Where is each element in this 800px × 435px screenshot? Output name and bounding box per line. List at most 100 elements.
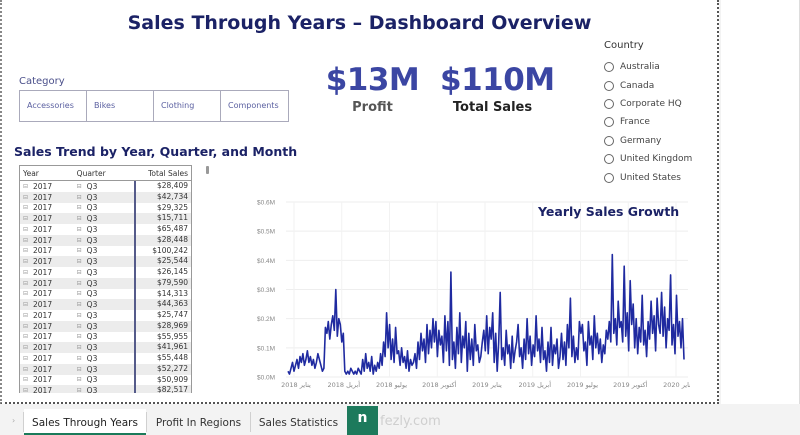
tab-profit-in-regions[interactable]: Profit In Regions	[155, 417, 242, 429]
expand-icon[interactable]: ⊟	[23, 387, 29, 393]
expand-icon[interactable]: ⊟	[23, 204, 29, 212]
expand-icon[interactable]: ⊟	[23, 268, 29, 276]
expand-icon[interactable]: ⊟	[23, 182, 29, 190]
expand-icon[interactable]: ⊟	[76, 236, 82, 244]
column-header-total-sales[interactable]: Total Sales	[148, 168, 188, 178]
expand-icon[interactable]: ⊟	[76, 182, 82, 190]
table-row[interactable]: ⊟ 2017 ⊟ Q3 $25,544	[20, 256, 191, 267]
expand-icon[interactable]: ⊟	[76, 215, 82, 223]
expand-icon[interactable]: ⊟	[76, 387, 82, 393]
radio-button-icon[interactable]	[604, 172, 614, 183]
country-option-france[interactable]: France	[604, 113, 692, 131]
table-row[interactable]: ⊟ 2017 ⊟ Q3 $44,363	[20, 299, 191, 310]
expand-icon[interactable]: ⊟	[23, 376, 29, 384]
radio-button-icon[interactable]	[604, 62, 614, 73]
expand-icon[interactable]: ⊟	[23, 236, 29, 244]
table-row[interactable]: ⊟ 2017 ⊟ Q3 $55,448	[20, 353, 191, 364]
country-option-canada[interactable]: Canada	[604, 76, 692, 94]
year-value: 2017	[33, 375, 53, 385]
expand-icon[interactable]: ⊟	[23, 258, 29, 266]
expand-icon[interactable]: ⊟	[76, 365, 82, 373]
radio-button-icon[interactable]	[604, 154, 614, 165]
expand-icon[interactable]: ⊟	[76, 258, 82, 266]
expand-icon[interactable]: ⊟	[76, 279, 82, 287]
expand-icon[interactable]: ⊟	[76, 268, 82, 276]
expand-icon[interactable]: ⊟	[23, 344, 29, 352]
country-option-corporate-hq[interactable]: Corporate HQ	[604, 95, 692, 113]
table-row[interactable]: ⊟ 2017 ⊟ Q3 $79,590	[20, 277, 191, 289]
country-option-united-states[interactable]: United States	[604, 168, 692, 186]
y-tick-label: $0.1M	[257, 345, 275, 352]
table-row[interactable]: ⊟ 2017 ⊟ Q3 $26,145	[20, 267, 191, 278]
expand-icon[interactable]: ⊟	[23, 333, 29, 341]
table-row[interactable]: ⊟ 2017 ⊟ Q3 $41,961	[20, 342, 191, 353]
radio-button-icon[interactable]	[604, 135, 614, 146]
expand-icon[interactable]: ⊟	[76, 247, 82, 255]
table-scrollbar[interactable]	[206, 166, 209, 174]
expand-icon[interactable]: ⊟	[23, 215, 29, 223]
expand-icon[interactable]: ⊟	[76, 333, 82, 341]
expand-icon[interactable]: ⊟	[23, 290, 29, 298]
expand-icon[interactable]: ⊟	[23, 322, 29, 330]
table-row[interactable]: ⊟ 2017 ⊟ Q3 $50,909	[20, 374, 191, 386]
tab-sales-statistics[interactable]: Sales Statistics	[258, 417, 339, 429]
radio-button-icon[interactable]	[604, 117, 614, 128]
table-row[interactable]: ⊟ 2017 ⊟ Q3 $25,747	[20, 310, 191, 321]
expand-icon[interactable]: ⊟	[23, 311, 29, 319]
table-row[interactable]: ⊟ 2017 ⊟ Q3 $29,325	[20, 202, 191, 214]
expand-icon[interactable]: ⊟	[76, 301, 82, 309]
column-header-year[interactable]: Year	[23, 168, 39, 178]
quarter-value: Q3	[86, 289, 98, 299]
country-option-australia[interactable]: Australia	[604, 58, 692, 76]
category-option-bikes[interactable]: Bikes	[87, 91, 154, 121]
table-row[interactable]: ⊟ 2017 ⊟ Q3 $42,734	[20, 191, 191, 203]
expand-icon[interactable]: ⊟	[76, 354, 82, 362]
expand-icon[interactable]: ⊟	[76, 344, 82, 352]
tab-sales-through-years[interactable]: Sales Through Years	[24, 409, 146, 435]
year-value: 2017	[33, 289, 53, 299]
table-row[interactable]: ⊟ 2017 ⊟ Q3 $28,969	[20, 320, 191, 332]
series-line-0[interactable]	[287, 253, 685, 375]
country-option-united-kingdom[interactable]: United Kingdom	[604, 150, 692, 168]
category-slicer-label: Category	[19, 76, 65, 87]
category-option-clothing[interactable]: Clothing	[154, 91, 221, 121]
tab-scroll-left-icon[interactable]: ›	[12, 416, 16, 425]
year-cell: ⊟ 2017	[20, 386, 77, 393]
expand-icon[interactable]: ⊟	[76, 311, 82, 319]
expand-icon[interactable]: ⊟	[23, 225, 29, 233]
year-value: 2017	[33, 214, 53, 224]
table-row[interactable]: ⊟ 2017 ⊟ Q3 $100,242	[20, 245, 191, 257]
expand-icon[interactable]: ⊟	[76, 376, 82, 384]
country-option-label: United Kingdom	[620, 154, 693, 165]
country-option-germany[interactable]: Germany	[604, 132, 692, 150]
total-sales-cell: $82,517	[134, 385, 191, 393]
category-option-accessories[interactable]: Accessories	[20, 91, 87, 121]
table-row[interactable]: ⊟ 2017 ⊟ Q3 $82,517	[20, 385, 191, 393]
quarter-cell: ⊟ Q3	[77, 311, 135, 320]
year-cell: ⊟ 2017	[20, 246, 77, 255]
table-row[interactable]: ⊟ 2017 ⊟ Q3 $28,409	[20, 181, 191, 192]
expand-icon[interactable]: ⊟	[76, 204, 82, 212]
expand-icon[interactable]: ⊟	[23, 365, 29, 373]
table-row[interactable]: ⊟ 2017 ⊟ Q3 $28,448	[20, 234, 191, 246]
table-row[interactable]: ⊟ 2017 ⊟ Q3 $14,313	[20, 288, 191, 300]
expand-icon[interactable]: ⊟	[23, 247, 29, 255]
table-row[interactable]: ⊟ 2017 ⊟ Q3 $52,272	[20, 363, 191, 375]
radio-button-icon[interactable]	[604, 80, 614, 91]
expand-icon[interactable]: ⊟	[76, 193, 82, 201]
radio-button-icon[interactable]	[604, 98, 614, 109]
expand-icon[interactable]: ⊟	[23, 279, 29, 287]
expand-icon[interactable]: ⊟	[23, 354, 29, 362]
expand-icon[interactable]: ⊟	[23, 193, 29, 201]
expand-icon[interactable]: ⊟	[23, 301, 29, 309]
table-row[interactable]: ⊟ 2017 ⊟ Q3 $65,487	[20, 224, 191, 235]
table-row[interactable]: ⊟ 2017 ⊟ Q3 $55,955	[20, 331, 191, 343]
expand-icon[interactable]: ⊟	[76, 322, 82, 330]
quarter-value: Q3	[86, 375, 98, 385]
column-header-quarter[interactable]: Quarter	[76, 168, 106, 178]
expand-icon[interactable]: ⊟	[76, 290, 82, 298]
category-option-components[interactable]: Components	[221, 91, 288, 121]
expand-icon[interactable]: ⊟	[76, 225, 82, 233]
table-row[interactable]: ⊟ 2017 ⊟ Q3 $15,711	[20, 213, 191, 224]
